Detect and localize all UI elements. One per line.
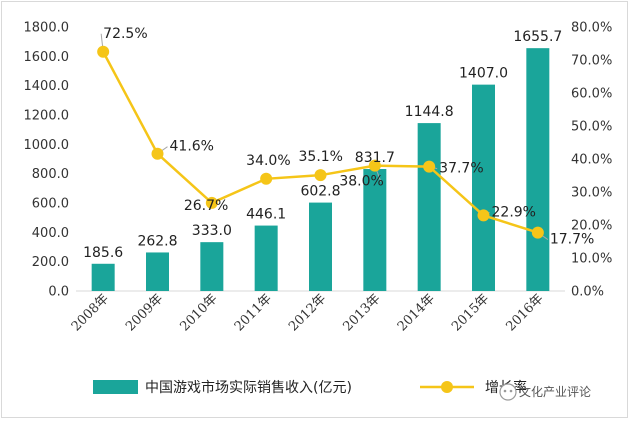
growth-point bbox=[423, 160, 436, 173]
x-tick-label: 2008年 bbox=[69, 291, 112, 334]
x-tick-label: 2012年 bbox=[286, 291, 329, 334]
bar bbox=[417, 123, 441, 291]
wechat-icon-dot bbox=[503, 389, 507, 393]
y-left-tick-label: 200.0 bbox=[32, 255, 69, 270]
y-right-tick-label: 50.0% bbox=[571, 120, 612, 135]
growth-point bbox=[97, 45, 110, 58]
bar-value-label: 831.7 bbox=[355, 150, 395, 166]
bar bbox=[363, 169, 387, 291]
growth-line-series bbox=[97, 45, 544, 239]
growth-point bbox=[314, 169, 327, 182]
bar bbox=[309, 202, 332, 291]
bar bbox=[146, 252, 169, 291]
y-left-tick-label: 0.0 bbox=[48, 285, 69, 300]
y-left-tick-label: 1800.0 bbox=[24, 21, 70, 36]
bar-value-label: 262.8 bbox=[137, 233, 177, 249]
bar-value-label: 602.8 bbox=[300, 184, 340, 200]
growth-value-label: 41.6% bbox=[170, 139, 214, 155]
y-left-tick-label: 1200.0 bbox=[24, 109, 70, 124]
y-left-tick-label: 600.0 bbox=[32, 197, 69, 212]
y-left-tick-label: 1000.0 bbox=[24, 138, 70, 153]
legend: 中国游戏市场实际销售收入(亿元) 增长率 bbox=[93, 379, 527, 396]
wechat-icon bbox=[499, 383, 517, 401]
growth-point bbox=[477, 209, 490, 222]
y-right-tick-label: 40.0% bbox=[571, 153, 612, 168]
y-left-tick-label: 1600.0 bbox=[24, 50, 70, 65]
growth-point bbox=[260, 172, 273, 185]
bar bbox=[254, 225, 278, 291]
bar-value-label: 1407.0 bbox=[459, 66, 508, 82]
x-tick-label: 2015年 bbox=[449, 291, 492, 334]
data-labels: 185.6 262.8 333.0 446.1 602.8 831.7 1144.8 1407… bbox=[83, 26, 594, 261]
y-right-tick-label: 30.0% bbox=[571, 186, 612, 201]
watermark-text: 文化产业评论 bbox=[519, 384, 591, 399]
x-tick-label: 2011年 bbox=[232, 291, 275, 334]
watermark: 文化产业评论 bbox=[499, 383, 591, 401]
y-left-tick-label: 1400.0 bbox=[24, 79, 70, 94]
bar-value-label: 1655.7 bbox=[513, 29, 562, 45]
growth-point bbox=[205, 196, 218, 209]
legend-bar-swatch bbox=[93, 380, 138, 394]
x-tick-label: 2013年 bbox=[340, 291, 383, 334]
x-tick-label: 2009年 bbox=[123, 291, 166, 334]
x-tick-label: 2010年 bbox=[177, 291, 220, 334]
growth-value-label: 17.7% bbox=[550, 232, 594, 248]
y-right-tick-label: 70.0% bbox=[571, 54, 612, 69]
bar bbox=[91, 263, 115, 291]
legend-bar-label: 中国游戏市场实际销售收入(亿元) bbox=[145, 379, 352, 396]
y-right-tick-label: 60.0% bbox=[571, 87, 612, 102]
bar bbox=[200, 242, 224, 291]
y-right-tick-label: 20.0% bbox=[571, 219, 612, 234]
bar-value-label: 1144.8 bbox=[405, 104, 454, 120]
bar-value-label: 185.6 bbox=[83, 245, 123, 261]
growth-value-label: 72.5% bbox=[103, 26, 147, 42]
y-right-tick-label: 0.0% bbox=[571, 285, 604, 300]
x-tick-label: 2016年 bbox=[503, 291, 546, 334]
growth-value-label: 35.1% bbox=[299, 149, 343, 165]
y-right-tick-label: 10.0% bbox=[571, 252, 612, 267]
growth-point bbox=[368, 159, 381, 172]
y-left-tick-label: 800.0 bbox=[32, 167, 69, 182]
growth-value-label: 37.7% bbox=[439, 161, 483, 177]
y-left-tick-label: 400.0 bbox=[32, 226, 69, 241]
bar-value-label: 446.1 bbox=[246, 207, 286, 223]
growth-point bbox=[151, 147, 164, 160]
bar-value-label: 333.0 bbox=[192, 223, 232, 239]
y-right-tick-label: 80.0% bbox=[571, 21, 612, 36]
growth-value-label: 26.7% bbox=[184, 198, 228, 214]
bar bbox=[526, 48, 550, 291]
growth-value-label: 38.0% bbox=[339, 174, 383, 190]
bar bbox=[472, 84, 495, 291]
wechat-icon-dot bbox=[509, 389, 513, 393]
growth-value-label: 34.0% bbox=[246, 153, 290, 169]
legend-line-marker bbox=[441, 381, 453, 393]
x-tick-label: 2014年 bbox=[395, 291, 438, 334]
growth-value-label: 22.9% bbox=[492, 204, 536, 220]
growth-point bbox=[531, 226, 544, 239]
